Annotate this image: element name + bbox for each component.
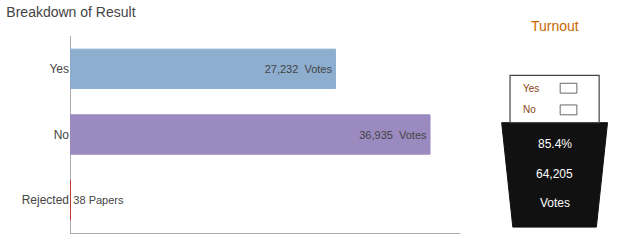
svg-text:Rejected: Rejected: [22, 193, 69, 207]
svg-text:Breakdown of Result: Breakdown of Result: [6, 4, 135, 20]
svg-text:27,232 Votes: 27,232 Votes: [265, 63, 333, 75]
svg-text:No: No: [54, 128, 70, 142]
svg-text:Turnout: Turnout: [531, 18, 579, 34]
svg-text:Yes: Yes: [49, 62, 69, 76]
svg-text:64,205: 64,205: [536, 167, 573, 181]
svg-text:36,935 Votes: 36,935 Votes: [359, 129, 427, 141]
svg-text:No: No: [523, 104, 536, 115]
svg-text:Votes: Votes: [540, 196, 570, 210]
svg-text:Yes: Yes: [523, 83, 539, 94]
svg-text:85.4%: 85.4%: [538, 137, 572, 151]
svg-text:38 Papers: 38 Papers: [73, 194, 124, 206]
